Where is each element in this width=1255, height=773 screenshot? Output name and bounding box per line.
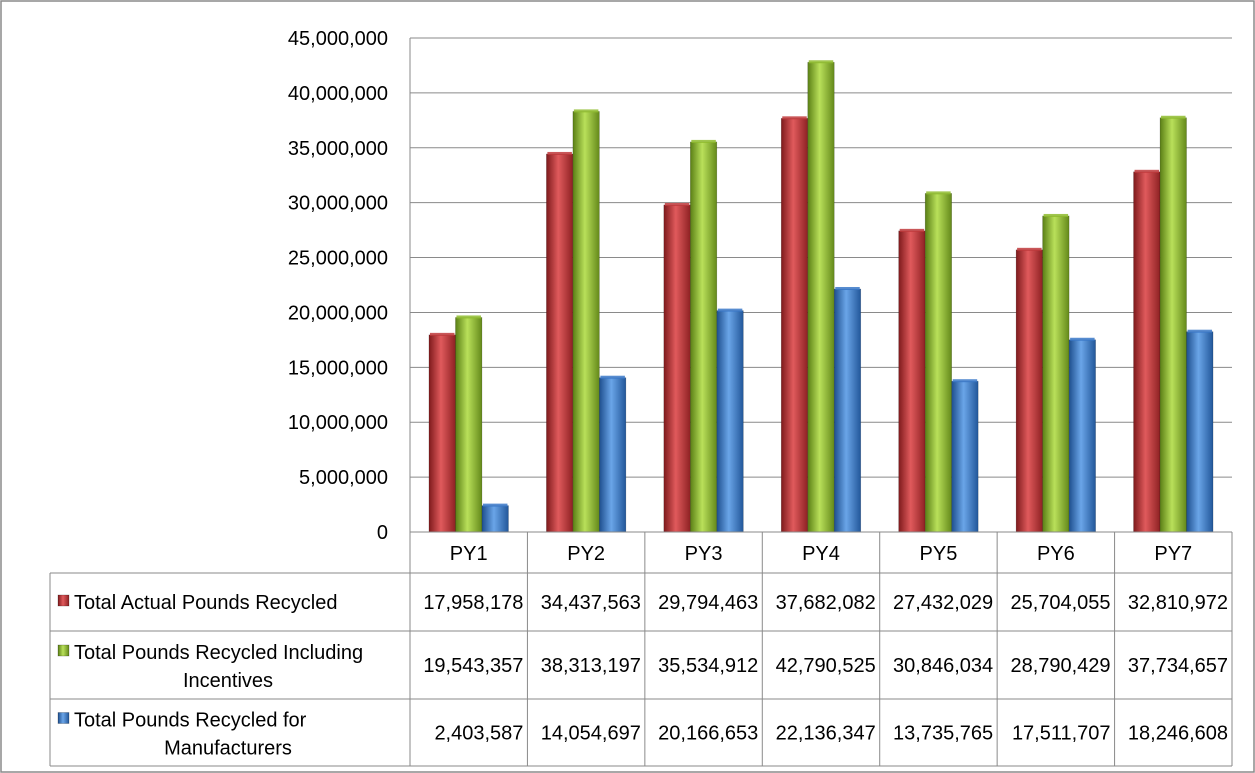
y-tick-label: 45,000,000 [288,28,388,50]
y-tick-label: 30,000,000 [288,193,388,215]
data-label: 30,846,034 [893,655,993,677]
legend-label: Total Pounds Recycled Including [74,642,363,664]
data-label: 17,511,707 [1012,723,1111,745]
bar-cap [573,109,599,113]
bar-cap [600,375,625,379]
data-label: 13,735,765 [893,723,993,745]
data-label: 38,313,197 [541,655,641,677]
bar-py7-series2 [1159,117,1187,533]
bar-py5-series1 [898,230,926,533]
bar-cap [1187,329,1213,333]
bar-py5-series2 [924,193,952,533]
bar-py6-series3 [1068,339,1096,533]
y-axis: 0 5,000,000 10,000,000 15,000,000 20,000,000… [288,28,388,544]
data-label: 18,246,608 [1128,723,1228,745]
bar-cap [1134,169,1160,173]
bar-cap [926,191,951,195]
bar-py3-series1 [663,204,691,533]
y-tick-label: 15,000,000 [288,357,388,379]
x-tick-label: PY5 [920,543,958,565]
data-label: 19,543,357 [423,655,523,677]
bar-py6-series2 [1042,215,1070,533]
data-label: 42,790,525 [776,655,876,677]
bar-cap [1043,213,1069,217]
bar-cap [429,332,455,336]
bar-cap [782,116,807,120]
x-tick-label: PY7 [1154,543,1192,565]
bars [428,60,1214,533]
bar-py1-series1 [428,334,456,533]
bar-py1-series3 [481,505,509,533]
bar-py7-series3 [1186,331,1214,533]
bar-cap [1070,337,1095,341]
data-label: 2,403,587 [434,723,523,745]
legend-label: Manufacturers [164,738,292,760]
bar-py4-series3 [833,288,862,533]
legend-label: Total Actual Pounds Recycled [74,592,338,614]
bar-cap [1017,247,1042,251]
data-label: 27,432,029 [893,592,993,614]
bar-py5-series3 [951,380,979,533]
data-label: 34,437,563 [541,592,641,614]
bar-cap [664,202,690,206]
x-tick-label: PY2 [567,543,605,565]
y-tick-label: 40,000,000 [288,83,388,105]
y-tick-label: 0 [377,522,388,544]
y-tick-label: 35,000,000 [288,138,388,160]
x-tick-label: PY1 [450,543,488,565]
data-label: 25,704,055 [1010,592,1110,614]
bar-py2-series1 [546,153,574,533]
data-table: PY1 PY2 PY3 PY4 PY5 PY6 PY7 Total Actual Pounds… [49,531,1233,767]
bar-py4-series1 [780,118,809,533]
bar-cap [808,60,834,64]
legend-label: Incentives [183,670,273,692]
bar-py2-series2 [572,111,600,533]
bar-cap [1161,115,1186,119]
bar-cap [482,503,508,507]
bar-cap [691,139,716,143]
legend-label: Total Pounds Recycled for [74,710,307,732]
x-tick-label: PY6 [1037,543,1075,565]
bar-cap [547,151,572,155]
data-label: 35,534,912 [658,655,758,677]
y-tick-label: 25,000,000 [288,248,388,270]
bar-cap [952,379,978,383]
bar-cap [456,315,481,319]
legend-key-series2 [57,644,70,657]
bar-py3-series3 [716,310,744,533]
y-tick-label: 5,000,000 [299,467,388,489]
bar-py3-series2 [690,141,718,533]
bar-py6-series1 [1015,249,1043,533]
legend-key-series3 [57,712,70,724]
bar-py4-series2 [807,61,835,533]
data-label: 37,734,657 [1128,655,1228,677]
data-label: 17,958,178 [423,592,523,614]
bar-cap [899,228,925,232]
data-label: 37,682,082 [776,592,876,614]
y-tick-label: 10,000,000 [288,412,388,434]
legend-key-series1 [57,594,70,607]
y-tick-label: 20,000,000 [288,302,388,324]
data-label: 22,136,347 [776,723,876,745]
bar-py1-series2 [455,317,483,533]
bar-py2-series3 [599,377,627,533]
x-tick-label: PY3 [685,543,723,565]
bar-cap [835,286,860,290]
bar-py7-series1 [1133,171,1161,533]
data-label: 29,794,463 [658,592,758,614]
data-label: 14,054,697 [541,723,641,745]
bar-cap [717,308,743,312]
data-label: 28,790,429 [1010,655,1110,677]
data-label: 20,166,653 [658,723,758,745]
x-tick-label: PY4 [802,543,840,565]
data-label: 32,810,972 [1128,592,1228,614]
